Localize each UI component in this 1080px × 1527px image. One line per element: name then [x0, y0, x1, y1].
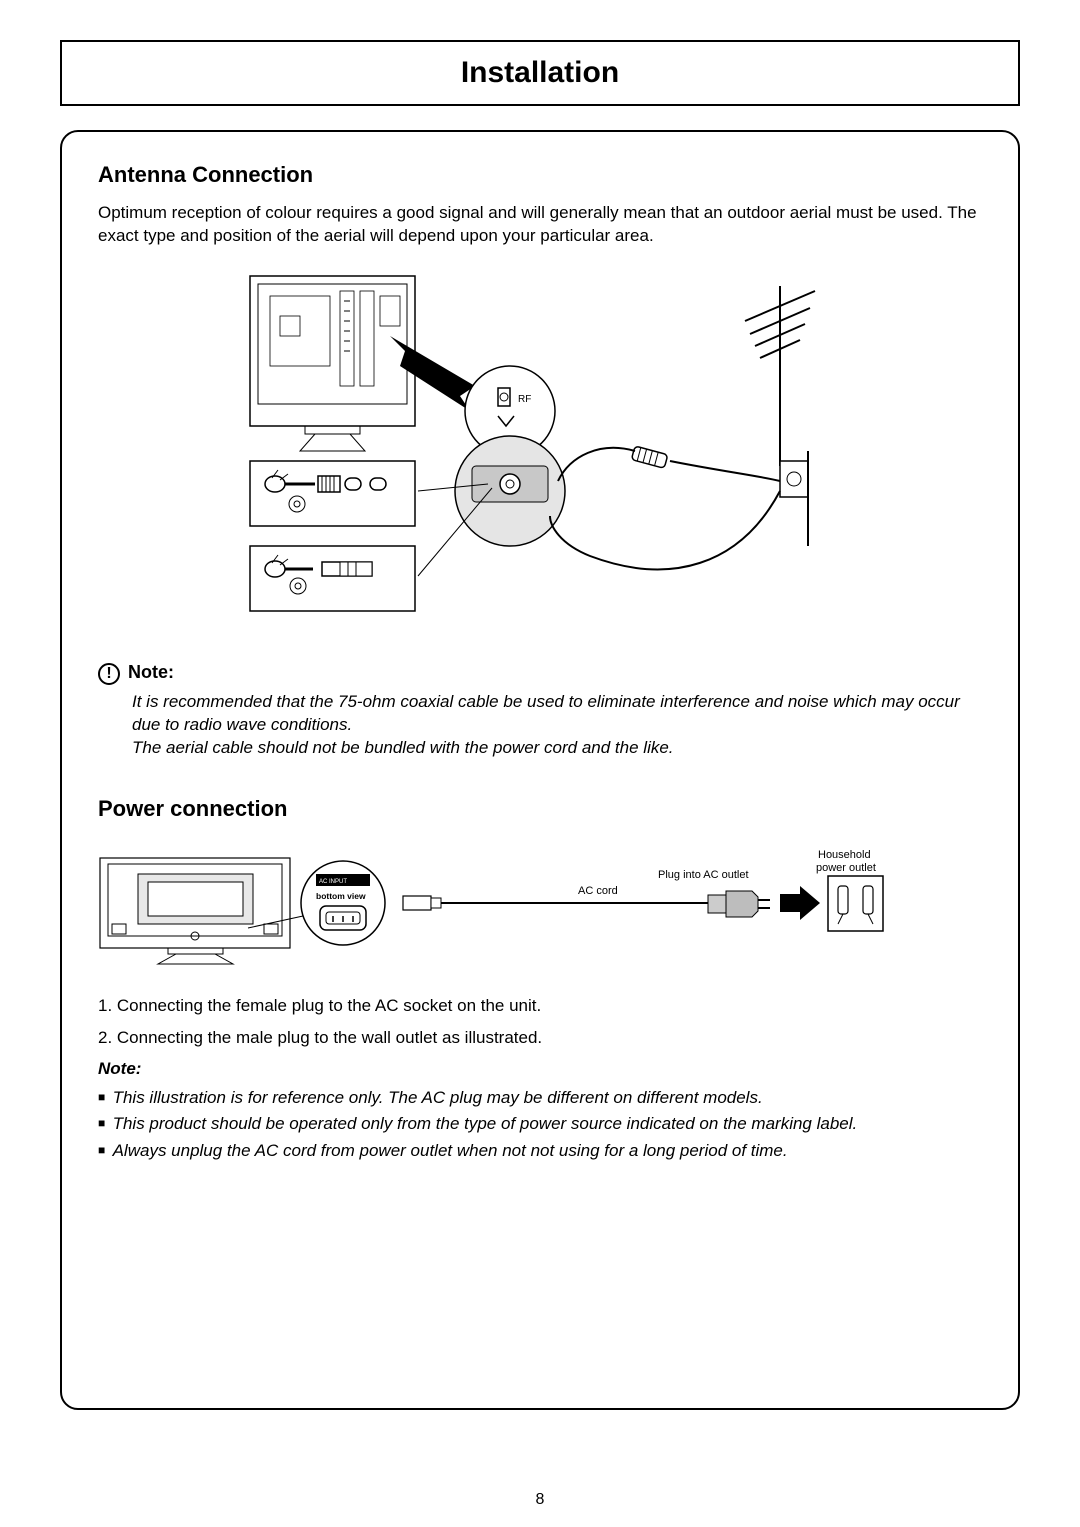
note-label: Note:	[128, 662, 174, 683]
note-body-1: It is recommended that the 75-ohm coaxia…	[132, 691, 982, 737]
power-heading: Power connection	[98, 796, 982, 822]
page-number: 8	[0, 1491, 1080, 1509]
svg-text:AC INPUT: AC INPUT	[319, 879, 347, 885]
content-box: Antenna Connection Optimum reception of …	[60, 130, 1020, 1410]
svg-text:bottom view: bottom view	[316, 891, 366, 901]
page-title: Installation	[62, 56, 1018, 90]
antenna-heading: Antenna Connection	[98, 162, 982, 188]
rf-label: RF	[518, 394, 531, 405]
power-step-2: 2. Connecting the male plug to the wall …	[98, 1026, 982, 1051]
svg-text:Household: Household	[818, 849, 871, 861]
antenna-diagram: RF	[240, 266, 840, 646]
note-row: ! Note:	[98, 662, 982, 685]
power-bullet-2: This product should be operated only fro…	[98, 1111, 982, 1137]
power-note-list: This illustration is for reference only.…	[98, 1085, 982, 1164]
alert-icon: !	[98, 663, 120, 685]
title-box: Installation	[60, 40, 1020, 106]
power-bullet-3: Always unplug the AC cord from power out…	[98, 1138, 982, 1164]
svg-text:Plug into AC outlet: Plug into AC outlet	[658, 869, 749, 881]
power-diagram: AC INPUT bottom view AC cord	[98, 836, 918, 966]
svg-text:power outlet: power outlet	[816, 862, 876, 874]
power-section: Power connection AC INPUT	[98, 796, 982, 1164]
power-step-1: 1. Connecting the female plug to the AC …	[98, 994, 982, 1019]
page: Installation Antenna Connection Optimum …	[0, 0, 1080, 1527]
power-bullet-1: This illustration is for reference only.…	[98, 1085, 982, 1111]
note-body-2: The aerial cable should not be bundled w…	[132, 737, 982, 760]
svg-text:AC cord: AC cord	[578, 885, 618, 897]
power-note-label: Note:	[98, 1059, 982, 1079]
antenna-intro: Optimum reception of colour requires a g…	[98, 202, 982, 248]
